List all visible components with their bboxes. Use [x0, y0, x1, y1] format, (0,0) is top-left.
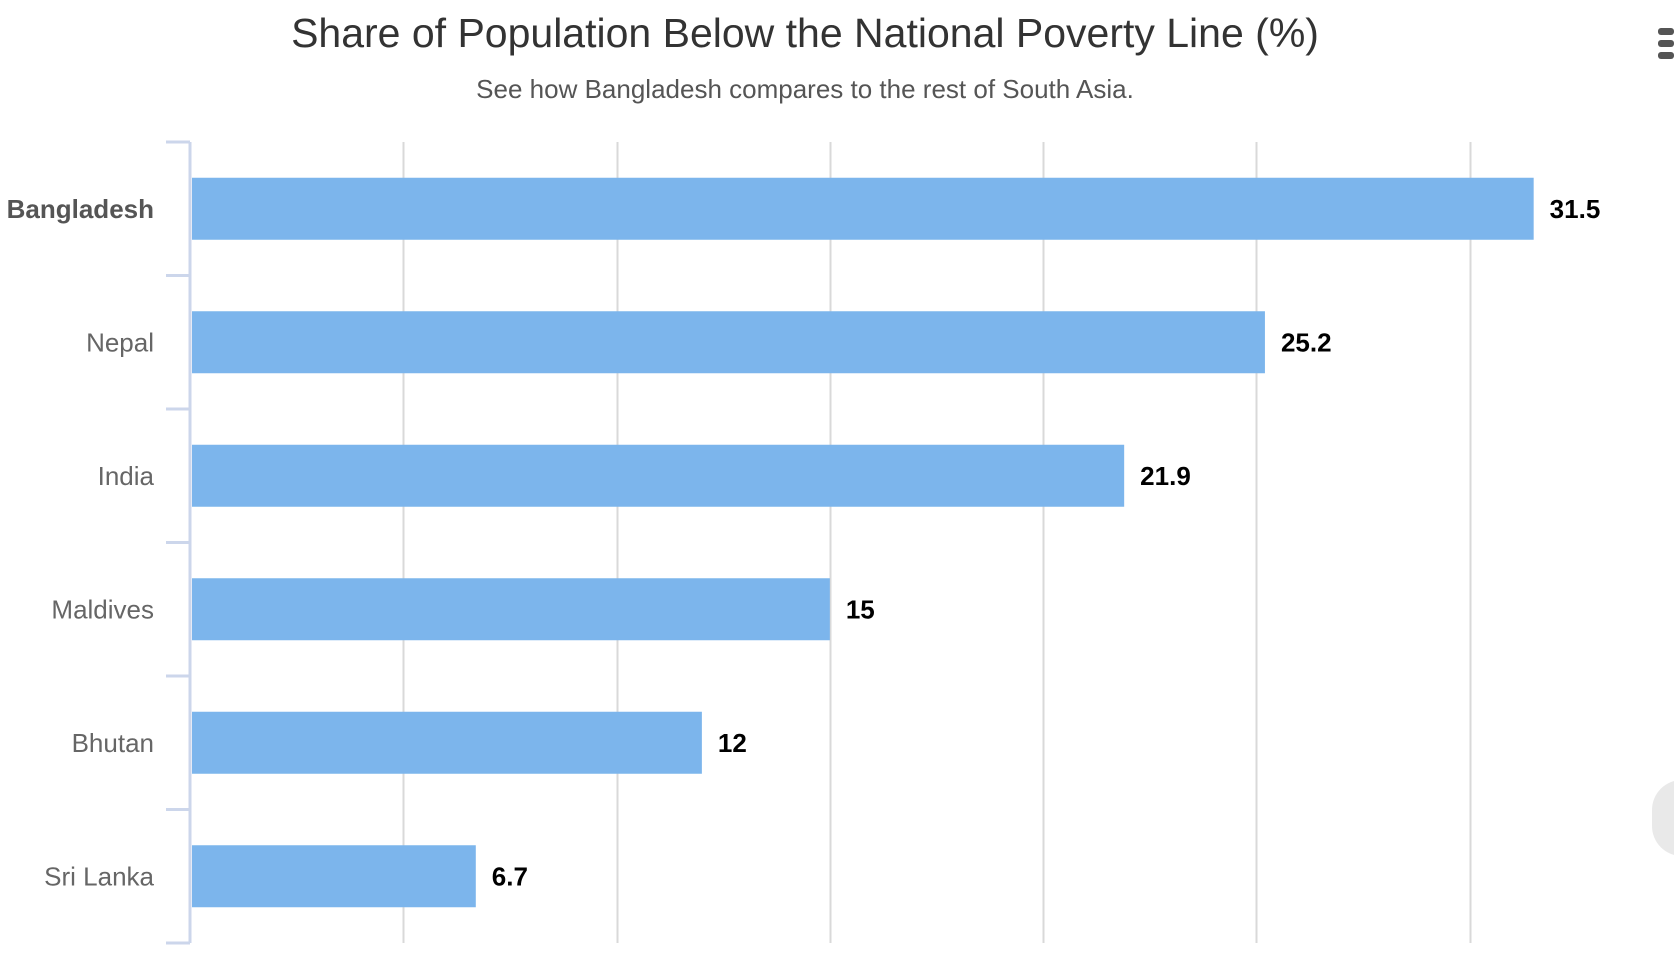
bar-sri-lanka[interactable]: [192, 845, 476, 908]
data-label: 6.7: [492, 861, 528, 891]
grid-lines: [402, 142, 1472, 943]
data-label: 12: [718, 728, 747, 758]
category-label: Bhutan: [72, 728, 154, 758]
data-label: 31.5: [1550, 194, 1601, 224]
category-label: Nepal: [86, 327, 154, 357]
bar-india[interactable]: [192, 444, 1125, 507]
data-label: 25.2: [1281, 327, 1332, 357]
bar-nepal[interactable]: [192, 311, 1265, 374]
category-label: Maldives: [51, 594, 154, 624]
category-label: India: [98, 461, 155, 491]
chart-subtitle: See how Bangladesh compares to the rest …: [476, 74, 1134, 104]
bar-bangladesh[interactable]: [192, 177, 1534, 240]
chart-title: Share of Population Below the National P…: [291, 10, 1319, 56]
bars: [192, 177, 1534, 908]
category-label: Bangladesh: [7, 194, 154, 224]
labels: 31.5 Bangladesh 25.2 Nepal 21.9 India 15 Maldiv…: [7, 194, 1601, 892]
chart-menu-icon[interactable]: [1658, 28, 1674, 62]
category-axis: [166, 140, 192, 945]
scroll-handle[interactable]: [1652, 780, 1674, 856]
bar-bhutan[interactable]: [192, 711, 702, 774]
data-label: 21.9: [1140, 461, 1191, 491]
category-label: Sri Lanka: [44, 861, 154, 891]
data-label: 15: [846, 594, 875, 624]
bar-maldives[interactable]: [192, 578, 830, 641]
